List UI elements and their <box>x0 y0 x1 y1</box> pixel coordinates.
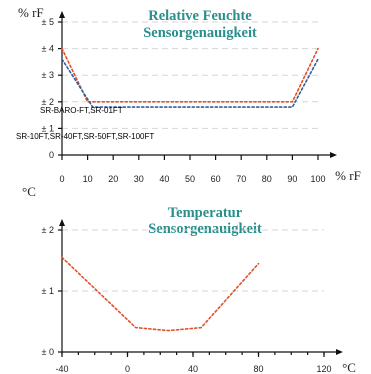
chart-title: Relative Feuchte <box>148 8 252 24</box>
x-tick-label: 80 <box>253 364 263 374</box>
y-axis-label: °C <box>22 184 36 199</box>
x-tick-label: 90 <box>287 174 297 184</box>
x-tick-label: 10 <box>83 174 93 184</box>
x-axis-arrow <box>336 349 343 355</box>
series-line <box>61 58 319 108</box>
x-tick-label: 120 <box>316 364 331 374</box>
x-tick-label: 20 <box>108 174 118 184</box>
x-axis-label: % rF <box>335 168 361 183</box>
x-tick-label: 0 <box>59 174 64 184</box>
x-tick-label: -40 <box>55 364 68 374</box>
y-tick-label: ± 3 <box>42 70 54 80</box>
chart-subtitle: Sensorgenauigkeit <box>148 221 262 237</box>
series-line <box>61 256 260 332</box>
x-tick-label: 0 <box>125 364 130 374</box>
x-tick-label: 70 <box>236 174 246 184</box>
y-tick-label: 0 <box>49 150 54 160</box>
series-annotation: SR-BARO-FT,SR-01FT <box>40 106 123 115</box>
chart-subtitle: Sensorgenauigkeit <box>143 25 257 41</box>
y-axis-arrow <box>59 219 65 226</box>
series-line <box>61 47 319 103</box>
y-tick-label: ± 1 <box>42 286 54 296</box>
x-tick-label: 60 <box>211 174 221 184</box>
chart-title: Temperatur <box>168 205 243 221</box>
x-tick-label: 40 <box>188 364 198 374</box>
x-axis-arrow <box>330 152 337 158</box>
x-tick-label: 50 <box>185 174 195 184</box>
series-annotation: SR-10FT,SR-40FT,SR-50FT,SR-100FT <box>16 132 154 141</box>
x-tick-label: 80 <box>262 174 272 184</box>
y-axis-arrow <box>59 11 65 18</box>
y-tick-label: ± 2 <box>42 97 54 107</box>
y-axis-label: % rF <box>18 5 44 20</box>
y-tick-label: ± 0 <box>42 347 54 357</box>
y-tick-label: ± 2 <box>42 225 54 235</box>
x-tick-label: 30 <box>134 174 144 184</box>
y-tick-label: ± 5 <box>42 17 54 27</box>
x-axis-label: °C <box>342 360 356 374</box>
y-tick-label: ± 1 <box>42 123 54 133</box>
x-tick-label: 40 <box>159 174 169 184</box>
x-tick-label: 100 <box>310 174 325 184</box>
y-tick-label: ± 4 <box>42 44 54 54</box>
